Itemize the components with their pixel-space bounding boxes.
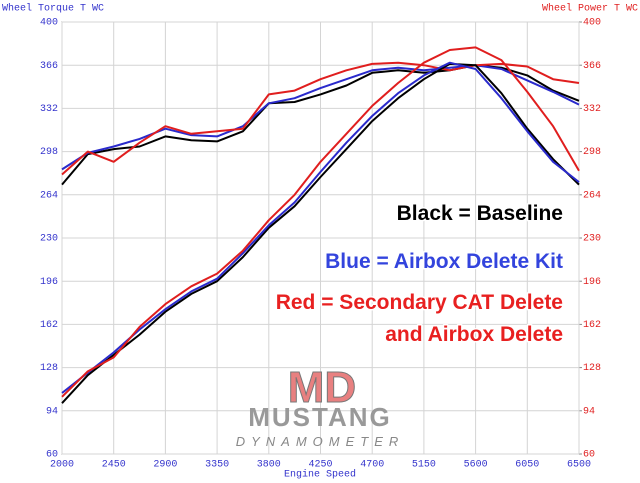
x-axis-title: Engine Speed bbox=[284, 469, 356, 481]
x-tick-label: 6500 bbox=[567, 460, 591, 471]
x-tick-label: 4700 bbox=[360, 460, 384, 471]
y-tick-label: 400 bbox=[40, 18, 58, 29]
series-line bbox=[61, 46, 580, 398]
y2-tick-label: 230 bbox=[583, 234, 601, 245]
x-tick-label: 3350 bbox=[205, 460, 229, 471]
y2-tick-label: 298 bbox=[583, 147, 601, 158]
x-tick-label: 2900 bbox=[153, 460, 177, 471]
x-tick-label: 6050 bbox=[515, 460, 539, 471]
y-tick-label: 196 bbox=[40, 277, 58, 288]
logo-mark: MD bbox=[288, 363, 356, 412]
y-tick-label: 128 bbox=[40, 363, 58, 374]
y-tick-label: 264 bbox=[40, 190, 58, 201]
annotation: Red = Secondary CAT Delete bbox=[276, 291, 563, 314]
y-tick-label: 162 bbox=[40, 320, 58, 331]
y2-tick-label: 332 bbox=[583, 104, 601, 115]
y2-tick-label: 128 bbox=[583, 363, 601, 374]
series-line bbox=[61, 62, 580, 404]
annotation: and Airbox Delete bbox=[385, 323, 563, 346]
x-tick-label: 5600 bbox=[464, 460, 488, 471]
y-tick-label: 94 bbox=[46, 406, 58, 417]
y2-tick-label: 94 bbox=[583, 406, 595, 417]
y2-tick-label: 264 bbox=[583, 190, 601, 201]
logo-name: MUSTANG bbox=[248, 402, 392, 432]
annotation: Black = Baseline bbox=[397, 202, 563, 225]
y-tick-label: 366 bbox=[40, 61, 58, 72]
annotation: Blue = Airbox Delete Kit bbox=[325, 250, 563, 273]
x-tick-label: 4250 bbox=[308, 460, 332, 471]
logo-sub: DYNAMOMETER bbox=[236, 434, 405, 449]
y-tick-label: 332 bbox=[40, 104, 58, 115]
y2-tick-label: 196 bbox=[583, 277, 601, 288]
y-tick-label: 60 bbox=[46, 450, 58, 461]
y2-tick-label: 162 bbox=[583, 320, 601, 331]
y-tick-label: 230 bbox=[40, 234, 58, 245]
y2-tick-label: 366 bbox=[583, 61, 601, 72]
x-tick-label: 2450 bbox=[102, 460, 126, 471]
x-tick-label: 5150 bbox=[412, 460, 436, 471]
x-tick-label: 3800 bbox=[257, 460, 281, 471]
logo: MD MUSTANG DYNAMOMETER bbox=[236, 363, 405, 450]
series-line bbox=[61, 64, 580, 171]
y-tick-label: 298 bbox=[40, 147, 58, 158]
y2-tick-label: 60 bbox=[583, 450, 595, 461]
series-line bbox=[61, 61, 580, 394]
y2-axis-title: Wheel Power T WC bbox=[542, 3, 638, 15]
y-axis-title: Wheel Torque T WC bbox=[2, 3, 104, 15]
series-line bbox=[61, 61, 580, 176]
x-tick-label: 2000 bbox=[50, 460, 74, 471]
y2-tick-label: 400 bbox=[583, 18, 601, 29]
